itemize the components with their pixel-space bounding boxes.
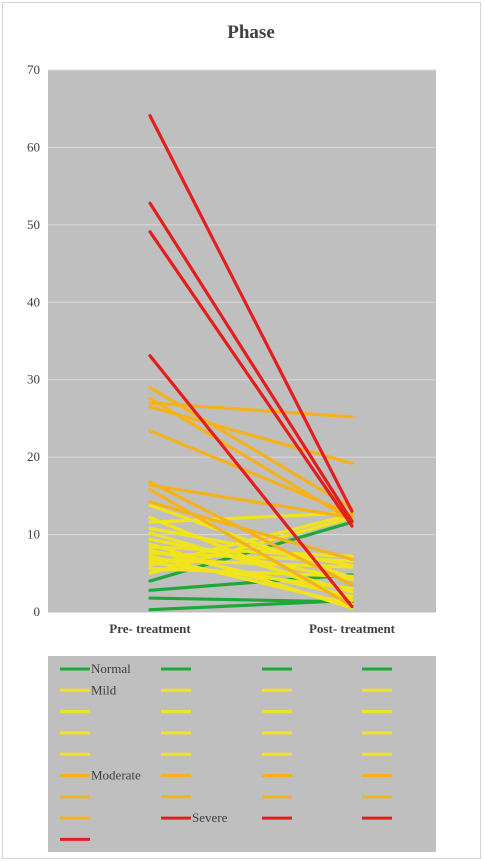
plot-background — [48, 70, 436, 612]
y-tick-label: 20 — [27, 449, 40, 464]
legend-label-normal: Normal — [91, 661, 131, 676]
series-line-moderate-9 — [148, 385, 354, 510]
y-tick-label: 60 — [27, 139, 40, 154]
series-line-mild-10 — [148, 542, 354, 610]
series-line-mild-14 — [148, 511, 354, 524]
series-line-severe-3 — [148, 201, 354, 524]
y-tick-label: 10 — [27, 527, 40, 542]
series-line-normal-3 — [148, 573, 354, 592]
legend-label-mild: Mild — [91, 682, 117, 697]
series-line-mild-9 — [148, 545, 354, 558]
series-line-severe-2 — [148, 230, 354, 528]
series-line-moderate-4 — [148, 480, 354, 587]
series-line-moderate-3 — [148, 483, 354, 520]
y-tick-label: 70 — [27, 62, 40, 77]
legend-label-moderate: Moderate — [91, 768, 141, 783]
y-tick-label: 40 — [27, 294, 40, 309]
series-line-moderate-1 — [148, 500, 354, 561]
plot-area: 0 10 20 30 40 50 60 70 Pre- treatment Post- treat… — [27, 62, 436, 636]
series-line-mild-8 — [148, 548, 354, 599]
series-line-severe-1 — [148, 354, 354, 609]
series-line-moderate-8 — [148, 396, 354, 523]
series-line-mild-12 — [148, 531, 354, 594]
x-tick-label: Post- treatment — [309, 621, 396, 636]
chart-title: Phase — [227, 22, 275, 43]
series-line-moderate-7 — [148, 401, 354, 419]
y-tick-label: 0 — [34, 604, 41, 619]
series-line-normal-2 — [148, 596, 354, 604]
y-tick-label: 30 — [27, 372, 40, 387]
series-line-moderate-6 — [148, 405, 354, 465]
x-tick-label: Pre- treatment — [109, 621, 191, 636]
series-line-severe-4 — [148, 114, 354, 513]
series-line-moderate-2 — [148, 488, 354, 608]
legend-label-severe: Severe — [192, 810, 228, 825]
y-tick-label: 50 — [27, 217, 40, 232]
legend: Normal Mild Moderate Severe — [48, 656, 436, 852]
